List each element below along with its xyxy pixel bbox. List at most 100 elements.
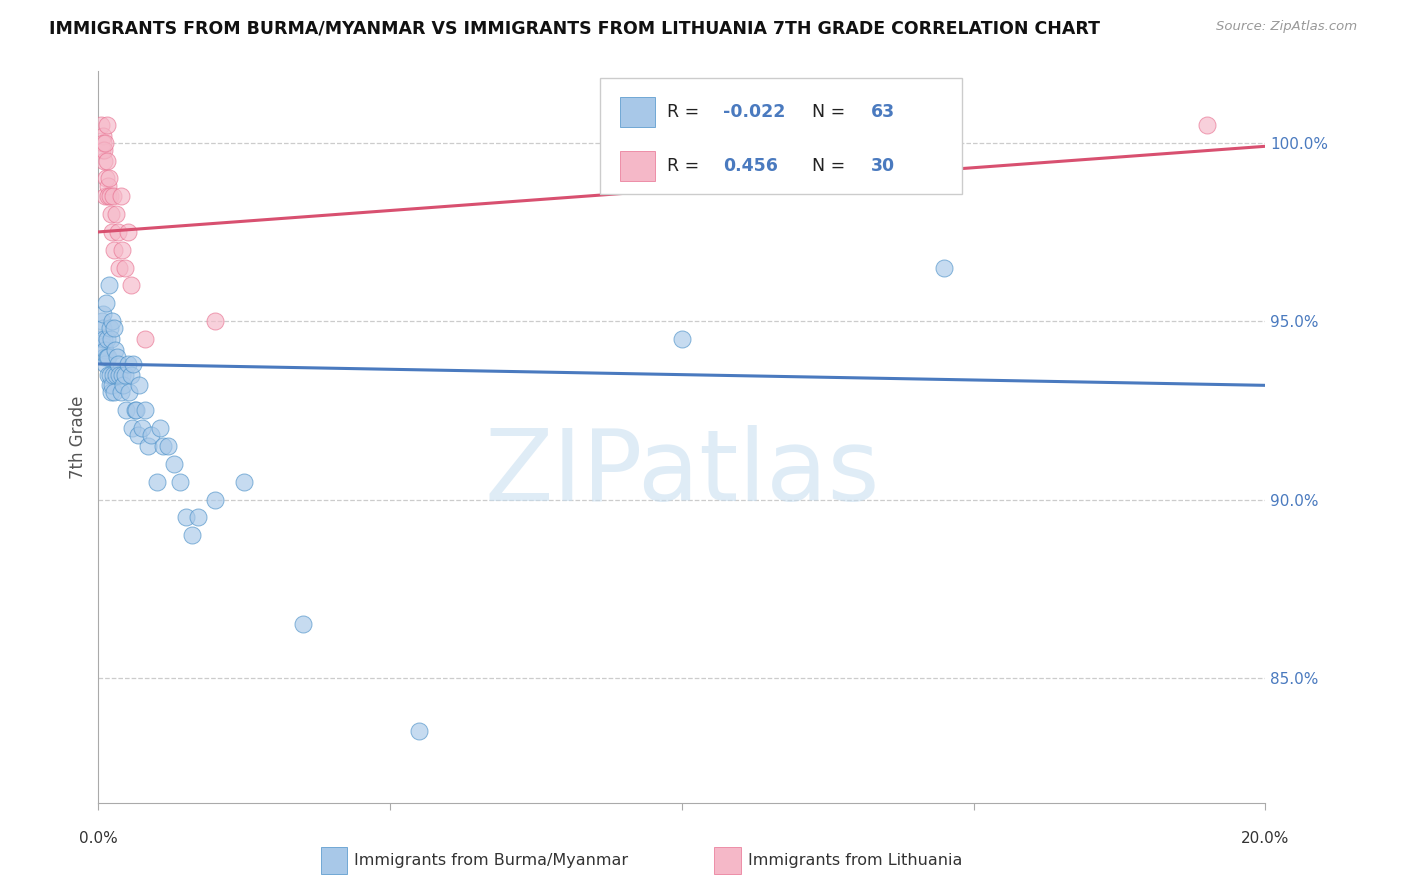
FancyBboxPatch shape [620, 97, 655, 127]
Point [104, 207, 127, 221]
Point [671, 332, 693, 346]
Point [134, 403, 156, 417]
Point [97, 171, 120, 186]
Point [101, 314, 124, 328]
Point [108, 368, 131, 382]
Point [97, 350, 120, 364]
Point [180, 528, 202, 542]
Point [233, 475, 256, 489]
Point [98, 368, 121, 382]
Point [105, 350, 128, 364]
Point [120, 368, 142, 382]
Point [107, 357, 129, 371]
Point [93, 153, 115, 168]
Point [91, 307, 114, 321]
Point [101, 189, 124, 203]
Y-axis label: 7th Grade: 7th Grade [69, 395, 87, 479]
Point [94, 343, 117, 357]
Point [98, 321, 121, 335]
Point [187, 510, 209, 524]
Point [96, 332, 118, 346]
Point [131, 421, 153, 435]
Point [96, 350, 118, 364]
Text: -0.022: -0.022 [723, 103, 785, 121]
Text: R =: R = [666, 157, 710, 175]
Text: 20.0%: 20.0% [1241, 831, 1289, 847]
Point [139, 428, 162, 442]
Point [103, 243, 125, 257]
Point [146, 475, 169, 489]
Point [125, 403, 148, 417]
Point [157, 439, 180, 453]
Point [91, 128, 114, 143]
Point [98, 378, 121, 392]
Text: Source: ZipAtlas.com: Source: ZipAtlas.com [1216, 20, 1357, 33]
Point [90, 118, 112, 132]
Text: N =: N = [801, 103, 851, 121]
Point [114, 260, 136, 275]
Point [91, 321, 114, 335]
Point [128, 378, 150, 392]
Point [94, 136, 117, 150]
Text: R =: R = [666, 103, 704, 121]
Point [98, 189, 121, 203]
Point [93, 339, 115, 353]
Point [117, 225, 139, 239]
Text: 0.0%: 0.0% [79, 831, 118, 847]
Point [103, 321, 125, 335]
Point [934, 260, 956, 275]
Point [97, 278, 120, 293]
Point [111, 368, 134, 382]
Text: Immigrants from Burma/Myanmar: Immigrants from Burma/Myanmar [354, 854, 628, 868]
Point [121, 421, 143, 435]
Point [96, 118, 118, 132]
Text: IMMIGRANTS FROM BURMA/MYANMAR VS IMMIGRANTS FROM LITHUANIA 7TH GRADE CORRELATION: IMMIGRANTS FROM BURMA/MYANMAR VS IMMIGRA… [49, 20, 1101, 37]
Point [122, 357, 145, 371]
Point [111, 243, 134, 257]
Point [90, 314, 112, 328]
Text: 63: 63 [870, 103, 896, 121]
Point [97, 368, 120, 382]
Point [100, 207, 122, 221]
Point [107, 225, 129, 239]
Point [127, 428, 149, 442]
Point [118, 385, 141, 400]
Point [149, 421, 172, 435]
Point [408, 724, 430, 739]
Point [204, 314, 226, 328]
Point [110, 385, 132, 400]
Point [101, 368, 124, 382]
Text: N =: N = [801, 157, 851, 175]
Point [108, 260, 131, 275]
Point [117, 357, 139, 371]
Point [110, 189, 132, 203]
Text: 0.456: 0.456 [723, 157, 778, 175]
Point [174, 510, 197, 524]
Point [101, 225, 124, 239]
Point [104, 343, 127, 357]
Point [101, 378, 124, 392]
Point [103, 385, 125, 400]
Point [163, 457, 186, 471]
Point [93, 350, 115, 364]
Point [94, 357, 117, 371]
Point [204, 492, 226, 507]
Point [94, 171, 117, 186]
Point [136, 439, 159, 453]
Point [134, 332, 156, 346]
Point [93, 143, 115, 157]
FancyBboxPatch shape [600, 78, 962, 194]
Point [100, 385, 122, 400]
Point [169, 475, 191, 489]
Point [111, 378, 134, 392]
Point [97, 189, 120, 203]
Point [97, 178, 120, 193]
Point [1195, 118, 1218, 132]
Text: ZIPatlas: ZIPatlas [484, 425, 880, 522]
Point [94, 296, 117, 310]
Point [152, 439, 174, 453]
Point [104, 368, 127, 382]
Point [291, 617, 314, 632]
Point [96, 153, 118, 168]
Point [124, 403, 146, 417]
